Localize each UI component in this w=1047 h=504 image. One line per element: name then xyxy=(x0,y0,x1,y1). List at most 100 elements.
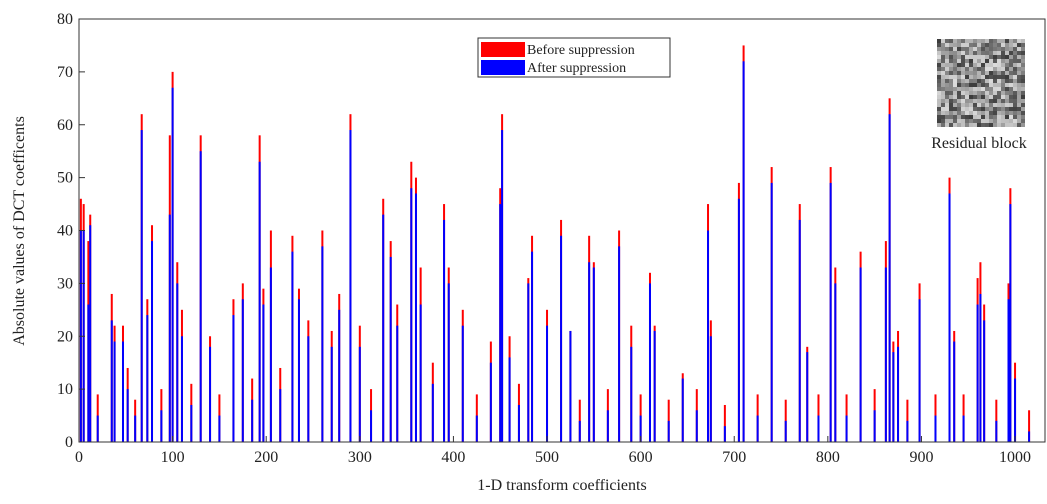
bar xyxy=(126,389,129,442)
pixel xyxy=(993,67,997,71)
pixel xyxy=(973,63,977,67)
pixel xyxy=(953,79,957,83)
pixel xyxy=(981,43,985,47)
pixel xyxy=(949,47,953,51)
pixel xyxy=(961,75,965,79)
pixel xyxy=(1013,107,1017,111)
pixel xyxy=(957,115,961,119)
pixel xyxy=(961,119,965,123)
pixel xyxy=(1021,91,1025,95)
pixel xyxy=(953,103,957,107)
bar xyxy=(279,389,282,442)
pixel xyxy=(937,71,941,75)
bar xyxy=(447,283,450,442)
pixel xyxy=(953,119,957,123)
pixel xyxy=(969,63,973,67)
bar xyxy=(756,415,759,442)
bar xyxy=(709,336,712,442)
bar xyxy=(489,362,492,442)
pixel xyxy=(965,79,969,83)
pixel xyxy=(961,95,965,99)
pixel xyxy=(989,87,993,91)
bar xyxy=(209,346,212,442)
bar xyxy=(330,346,333,442)
y-axis-label: Absolute values of DCT coefficents xyxy=(11,116,28,346)
pixel xyxy=(937,59,941,63)
pixel xyxy=(973,119,977,123)
bar xyxy=(96,415,99,442)
bar xyxy=(180,336,183,442)
bar xyxy=(87,304,90,442)
pixel xyxy=(949,95,953,99)
pixel xyxy=(957,51,961,55)
pixel xyxy=(977,75,981,79)
pixel xyxy=(977,79,981,83)
pixel xyxy=(965,103,969,107)
pixel xyxy=(985,63,989,67)
pixel xyxy=(1009,87,1013,91)
pixel xyxy=(993,99,997,103)
pixel xyxy=(989,47,993,51)
pixel xyxy=(1001,103,1005,107)
pixel xyxy=(949,119,953,123)
pixel xyxy=(1005,119,1009,123)
bar xyxy=(1028,431,1031,442)
pixel xyxy=(1017,107,1021,111)
bar xyxy=(527,283,530,442)
pixel xyxy=(957,59,961,63)
pixel xyxy=(937,51,941,55)
pixel xyxy=(953,87,957,91)
pixel xyxy=(961,103,965,107)
pixel xyxy=(993,63,997,67)
y-tick-label: 10 xyxy=(57,381,73,398)
x-tick-label: 100 xyxy=(161,449,185,466)
pixel xyxy=(965,107,969,111)
pixel xyxy=(997,47,1001,51)
pixel xyxy=(985,87,989,91)
pixel xyxy=(997,75,1001,79)
pixel xyxy=(1013,99,1017,103)
pixel xyxy=(949,111,953,115)
y-tick-label: 60 xyxy=(57,117,73,134)
pixel xyxy=(1001,123,1005,127)
pixel xyxy=(1017,123,1021,127)
pixel xyxy=(945,75,949,79)
legend-swatch xyxy=(481,60,525,75)
pixel xyxy=(993,75,997,79)
legend-label: After suppression xyxy=(527,61,626,76)
pixel xyxy=(1013,111,1017,115)
pixel xyxy=(981,51,985,55)
pixel xyxy=(957,39,961,43)
pixel xyxy=(981,123,985,127)
pixel xyxy=(949,83,953,87)
pixel xyxy=(1013,103,1017,107)
pixel xyxy=(937,115,941,119)
pixel xyxy=(989,111,993,115)
legend-label: Before suppression xyxy=(527,43,635,58)
pixel xyxy=(1009,103,1013,107)
bar xyxy=(892,352,895,442)
pixel xyxy=(989,119,993,123)
pixel xyxy=(945,119,949,123)
pixel xyxy=(945,107,949,111)
pixel xyxy=(965,111,969,115)
pixel xyxy=(981,107,985,111)
pixel xyxy=(985,75,989,79)
bar xyxy=(1009,204,1012,442)
pixel xyxy=(1017,75,1021,79)
x-tick-label: 400 xyxy=(441,449,465,466)
bar xyxy=(995,420,998,442)
pixel xyxy=(1001,75,1005,79)
pixel xyxy=(1021,99,1025,103)
pixel xyxy=(1013,43,1017,47)
pixel xyxy=(1005,115,1009,119)
pixel xyxy=(1001,87,1005,91)
pixel xyxy=(993,39,997,43)
pixel xyxy=(1021,95,1025,99)
pixel xyxy=(953,63,957,67)
pixel xyxy=(953,123,957,127)
bar xyxy=(845,415,848,442)
bar xyxy=(723,404,726,442)
pixel xyxy=(1009,107,1013,111)
pixel xyxy=(945,47,949,51)
